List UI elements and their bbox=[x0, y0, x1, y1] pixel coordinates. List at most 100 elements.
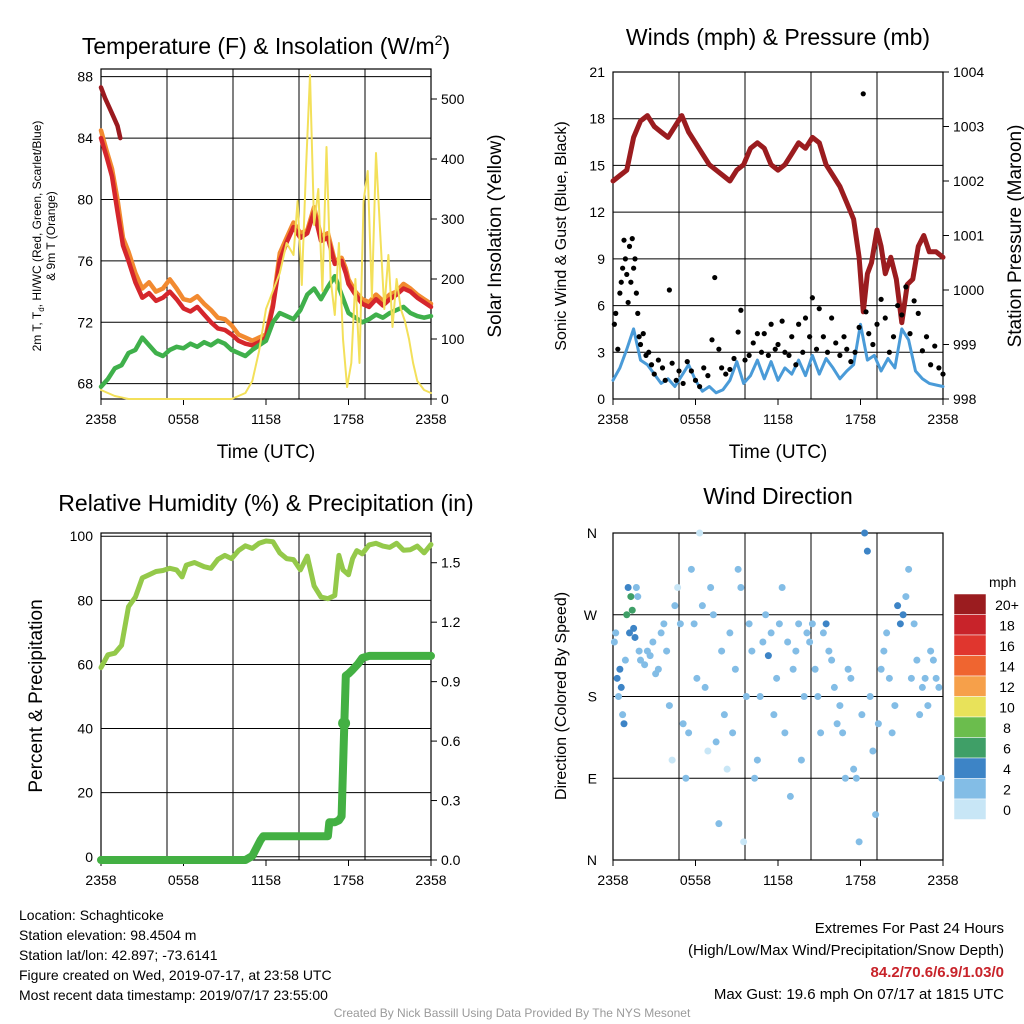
dir-point bbox=[773, 674, 781, 682]
dir-point bbox=[707, 584, 715, 591]
dir-point bbox=[740, 838, 748, 846]
gust-point bbox=[919, 348, 925, 354]
dir-point bbox=[819, 629, 827, 637]
gust-point bbox=[779, 318, 785, 324]
extremes-subtitle: (High/Low/Max Wind/Precipitation/Snow De… bbox=[688, 942, 1004, 959]
rh-y2tick-label: 1.2 bbox=[441, 614, 461, 630]
dir-point bbox=[687, 565, 695, 573]
dir-point bbox=[839, 729, 847, 737]
wind-ytick-label: 18 bbox=[589, 111, 605, 127]
dir-point bbox=[696, 529, 704, 537]
gust-point bbox=[802, 315, 809, 321]
gust-point bbox=[852, 349, 858, 355]
gust-point bbox=[676, 368, 682, 374]
rh-xtick-label: 2358 bbox=[85, 872, 116, 888]
dir-point bbox=[932, 674, 940, 682]
dir-point bbox=[654, 665, 662, 673]
dir-point bbox=[641, 661, 649, 669]
temp-xtick-label: 1158 bbox=[251, 411, 281, 427]
colorbar-swatch bbox=[953, 655, 987, 677]
dir-point bbox=[671, 602, 679, 610]
colorbar-swatch bbox=[953, 675, 987, 697]
dir-point bbox=[797, 756, 805, 764]
wind-ylabel: Sonic Wind & Gust (Blue, Black) bbox=[553, 121, 570, 350]
gust-point bbox=[765, 352, 771, 358]
rh-y2tick-label: 0.6 bbox=[441, 733, 461, 749]
wind-xtick-label: 1158 bbox=[763, 411, 793, 427]
gust-point bbox=[844, 346, 850, 352]
dir-point bbox=[615, 693, 622, 700]
dir-point bbox=[709, 611, 717, 619]
dir-point bbox=[855, 838, 863, 846]
colorbar-label: 10 bbox=[999, 700, 1015, 716]
temp-y2tick-label: 500 bbox=[441, 91, 465, 107]
gust-point bbox=[772, 346, 778, 352]
gust-point bbox=[923, 334, 930, 340]
gust-point bbox=[837, 352, 843, 358]
dir-point bbox=[852, 774, 860, 782]
gust-point bbox=[841, 334, 847, 340]
rh-chart-title: Relative Humidity (%) & Precipitation (i… bbox=[58, 490, 473, 516]
gust-point bbox=[697, 383, 703, 390]
dir-point bbox=[712, 738, 720, 746]
rh-y2tick-label: 0.3 bbox=[441, 793, 461, 809]
dir-point bbox=[668, 756, 676, 764]
gust-point bbox=[688, 368, 694, 374]
colorbar-title: mph bbox=[989, 574, 1016, 590]
temp-chart-title: Temperature (F) & Insolation (W/m2) bbox=[82, 32, 450, 59]
dir-point bbox=[880, 647, 888, 655]
colorbar-label: 16 bbox=[999, 638, 1015, 654]
dir-point bbox=[891, 702, 899, 710]
gust-point bbox=[611, 321, 617, 327]
gust-point bbox=[705, 373, 711, 379]
gust-point bbox=[754, 331, 760, 337]
credit-text: Created By Nick Bassill Using Data Provi… bbox=[333, 1006, 691, 1020]
gust-point bbox=[742, 357, 748, 363]
rh-y2tick-label: 0.9 bbox=[441, 674, 461, 690]
dir-point bbox=[634, 593, 642, 601]
gust-point bbox=[731, 355, 737, 362]
colorbar-label: 2 bbox=[1003, 782, 1011, 798]
gust-point bbox=[813, 346, 820, 352]
extremes-values: 84.2/70.6/6.9/1.03/0 bbox=[870, 964, 1004, 981]
gust-point bbox=[928, 362, 934, 368]
dir-point bbox=[792, 647, 800, 655]
temp-y2tick-label: 400 bbox=[441, 151, 465, 167]
dir-point bbox=[679, 720, 687, 728]
colorbar-swatch bbox=[953, 757, 987, 779]
gust-point bbox=[719, 365, 725, 371]
rh-ylabel: Percent & Precipitation bbox=[26, 599, 47, 792]
gust-point bbox=[636, 334, 642, 340]
dir-point bbox=[899, 611, 907, 619]
colorbar-label: 20+ bbox=[995, 597, 1019, 613]
dir-point bbox=[817, 729, 825, 737]
dir-point bbox=[874, 720, 882, 728]
gust-point bbox=[651, 371, 657, 377]
dir-point bbox=[833, 720, 841, 728]
gust-point bbox=[684, 359, 690, 365]
wind-ytick-label: 3 bbox=[597, 344, 605, 360]
gust-point bbox=[621, 237, 627, 243]
dir-point bbox=[764, 652, 772, 660]
gust-point bbox=[620, 265, 626, 271]
temp-xtick-label: 0558 bbox=[168, 411, 199, 427]
gust-point bbox=[712, 274, 718, 281]
gust-point bbox=[648, 362, 655, 368]
dir-ytick-label: E bbox=[588, 770, 597, 786]
colorbar-swatch bbox=[953, 798, 987, 820]
rh-ytick-label: 100 bbox=[70, 528, 94, 544]
dir-point bbox=[866, 693, 874, 700]
gust-point bbox=[915, 310, 921, 316]
dir-point bbox=[617, 683, 625, 691]
dir-point bbox=[803, 629, 811, 637]
pressure-line bbox=[610, 113, 946, 326]
dir-point bbox=[745, 620, 753, 628]
gust-point bbox=[666, 287, 672, 293]
dir-point bbox=[698, 602, 706, 610]
dir-point bbox=[844, 665, 852, 673]
temp-ytick-label: 72 bbox=[77, 314, 93, 330]
temp-ytick-label: 84 bbox=[77, 130, 93, 146]
gust-point bbox=[775, 341, 781, 348]
dir-point bbox=[786, 792, 794, 800]
